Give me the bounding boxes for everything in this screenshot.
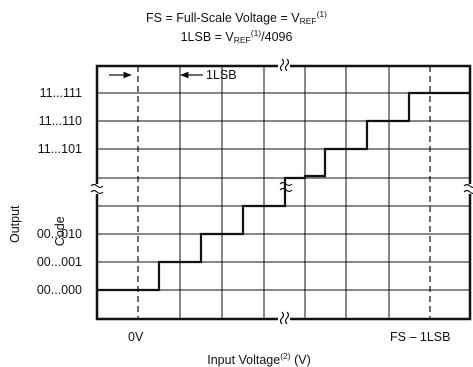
y-tick-label: 00...010 bbox=[36, 227, 82, 241]
y-tick-label: 11...111 bbox=[39, 86, 82, 100]
title-line-2-suffix: /4096 bbox=[261, 30, 293, 44]
title-line-2: 1LSB = VREF(1)/4096 bbox=[0, 29, 473, 45]
title-line-1-text: FS = Full-Scale Voltage = V bbox=[146, 11, 300, 25]
axis-break-marks bbox=[90, 58, 473, 325]
y-tick-label: 00...001 bbox=[36, 255, 82, 269]
vertical-grid bbox=[179, 66, 390, 319]
y-axis-label-code: Code bbox=[52, 216, 67, 247]
x-axis-label-units: (V) bbox=[290, 353, 311, 367]
x-tick-label-zero-volt: 0V bbox=[128, 330, 144, 344]
y-axis-label-output: Output bbox=[7, 205, 22, 244]
title-line-1-superscript: (1) bbox=[316, 9, 327, 19]
title-line-2-superscript: (1) bbox=[250, 28, 262, 38]
left-break-gap bbox=[91, 184, 103, 194]
right-break-symbol bbox=[463, 183, 473, 195]
title-line-2-subscript: REF bbox=[233, 35, 251, 45]
right-break-gap bbox=[464, 184, 473, 194]
y-tick-label: 11...110 bbox=[38, 114, 82, 128]
top-break-symbol bbox=[279, 58, 290, 72]
y-tick-label: 11...101 bbox=[37, 142, 82, 156]
lsb-annotation-label: 1LSB bbox=[206, 68, 237, 82]
x-axis-label-text: Input Voltage bbox=[207, 353, 281, 367]
bottom-break-symbol bbox=[279, 311, 290, 325]
title-line-1-subscript: REF bbox=[299, 16, 317, 26]
title-line-1: FS = Full-Scale Voltage = VREF(1) bbox=[0, 10, 473, 26]
x-tick-label-full-scale: FS – 1LSB bbox=[390, 330, 451, 344]
y-tick-label: 00...000 bbox=[36, 283, 82, 297]
x-axis-label: Input Voltage(2) (V) bbox=[0, 352, 473, 367]
title-line-2-text: 1LSB = V bbox=[180, 30, 234, 44]
x-axis-label-superscript: (2) bbox=[280, 351, 291, 361]
transfer-function-staircase bbox=[97, 91, 470, 292]
left-break-symbol bbox=[90, 183, 104, 195]
